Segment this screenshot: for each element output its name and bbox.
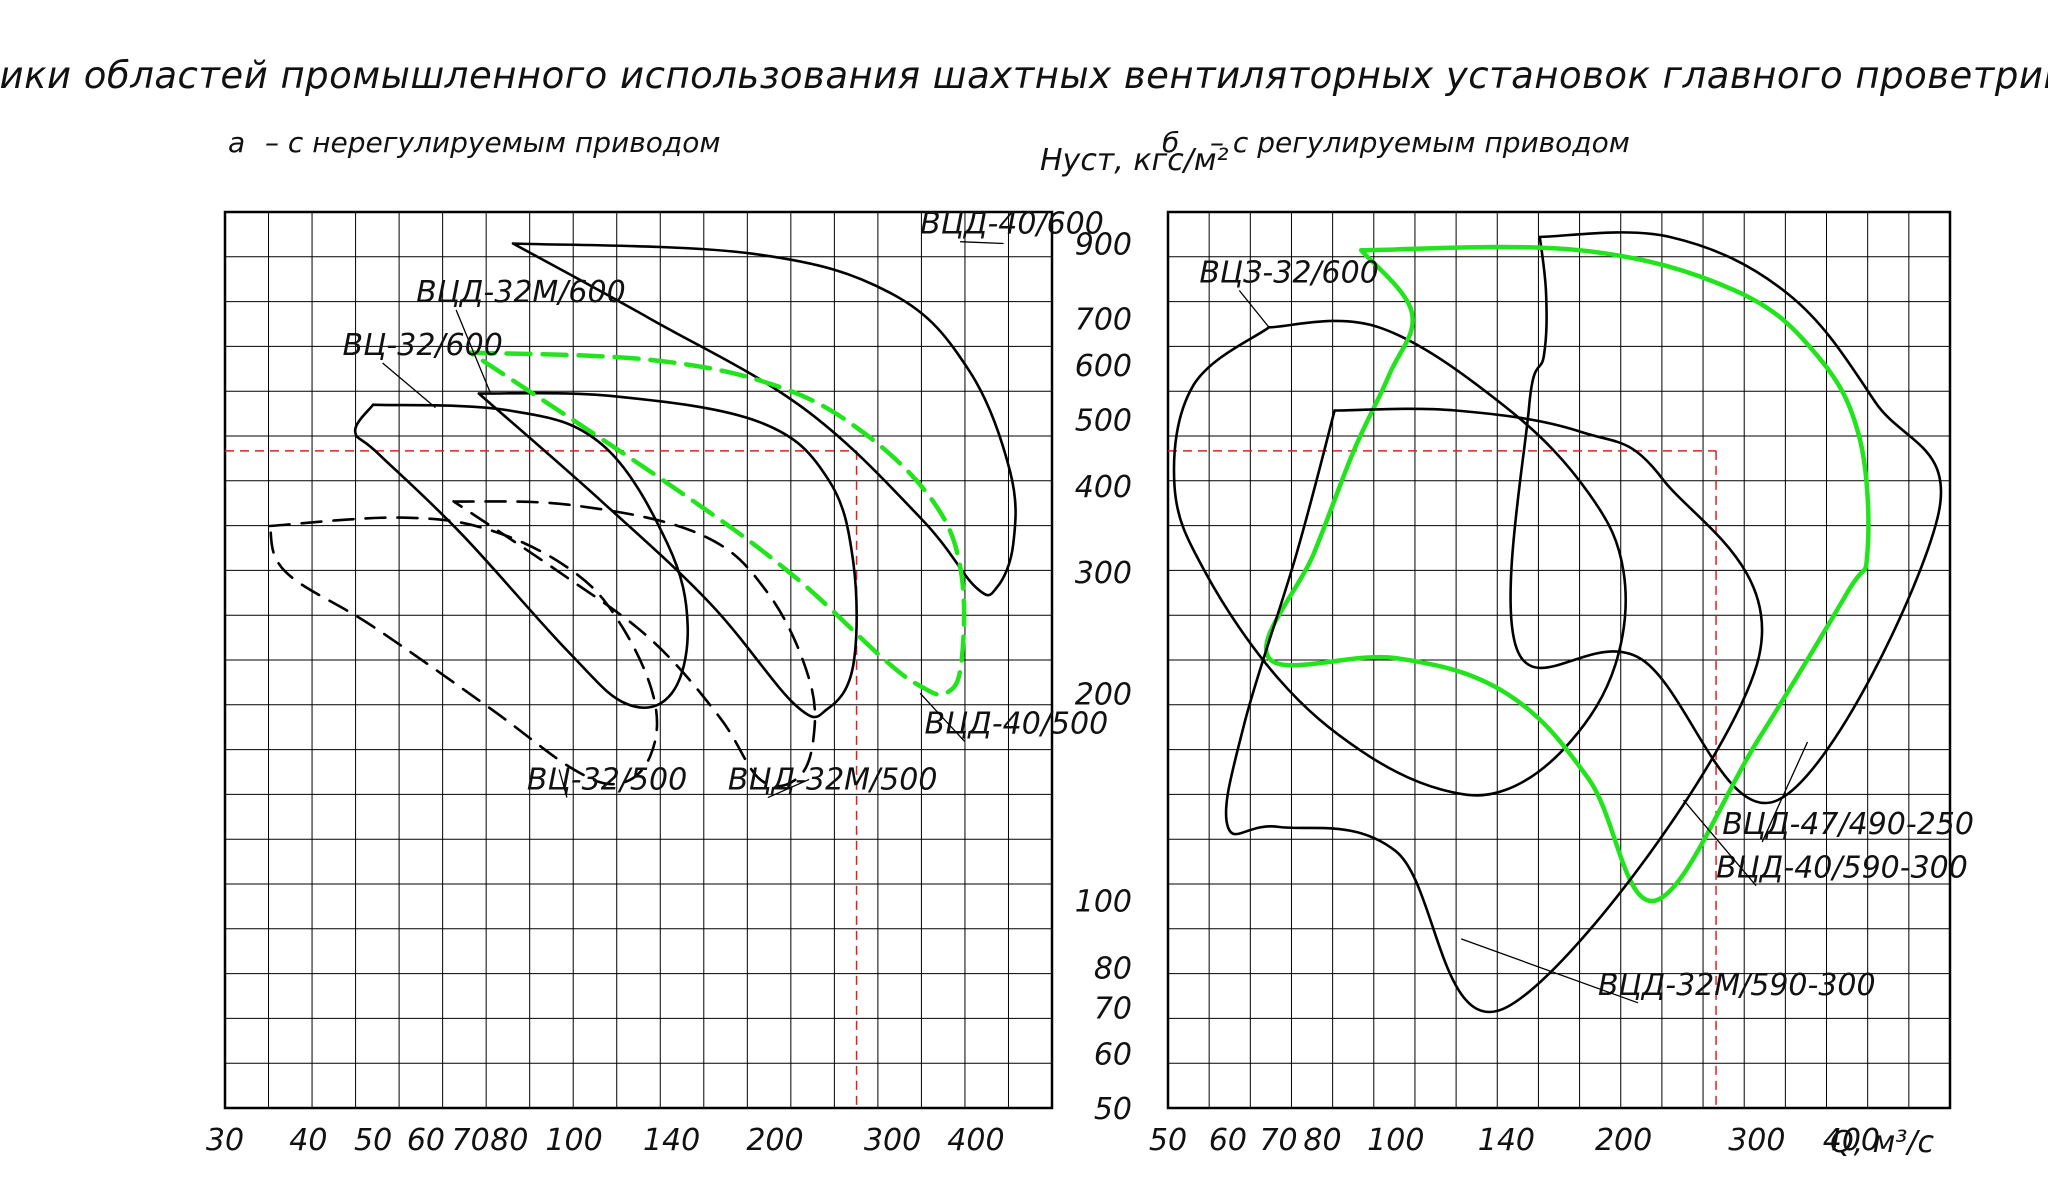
series-vc-32-500: [268, 516, 659, 786]
x-tick-label: 60: [407, 1123, 445, 1158]
leader-line: [455, 309, 492, 394]
series-vcd-40-500: [468, 350, 967, 697]
x-tick-label: 300: [864, 1123, 921, 1158]
panel-a-letter: а: [228, 126, 245, 159]
x-tick-label: 100: [1367, 1123, 1424, 1158]
leader-line: [558, 769, 568, 798]
leader-line: [960, 241, 1004, 245]
panel-b-y-axis-label: Hуст, кгс/м²: [1040, 143, 1229, 178]
y-tick-label: 100: [1075, 885, 1132, 920]
leader-line: [1761, 741, 1809, 843]
series-vcd-40-600: [511, 242, 1017, 597]
panel-b-x-axis-label: Q, м³/с: [1830, 1125, 1934, 1160]
y-tick-label: 900: [1075, 228, 1132, 263]
panel-b-y-tick-labels: 900 700 600 500 400 300 200 100 80 70 60 50: [1075, 228, 1132, 1127]
panel-b-x-tick-labels: 50 60 70 80 100 140 200 300 400: [1149, 1123, 1880, 1158]
y-tick-label: 500: [1075, 403, 1132, 438]
series-label-vcd-40-590-300: ВЦД-40/590-300: [1716, 851, 1968, 886]
x-tick-label: 400: [947, 1123, 1004, 1158]
series-label-vcz-32-600: ВЦЗ-32/600: [1199, 256, 1378, 291]
x-tick-label: 50: [1149, 1123, 1187, 1158]
series-label-vcd-40-600: ВЦД-40/600: [920, 207, 1104, 242]
y-tick-label: 600: [1075, 349, 1132, 384]
series-label-vcd-32m-500: ВЦД-32М/500: [728, 763, 938, 798]
x-tick-label: 140: [643, 1123, 700, 1158]
panel-b-grid: [1166, 210, 1952, 1110]
y-tick-label: 70: [1094, 991, 1132, 1026]
panel-b-subtitle: – с регулируемым приводом: [1210, 126, 1630, 159]
y-tick-label: 400: [1075, 470, 1132, 505]
y-tick-label: 700: [1075, 303, 1132, 338]
series-vcd-40-590-300: [1263, 244, 1871, 903]
x-tick-label: 100: [545, 1123, 602, 1158]
y-tick-label: 200: [1075, 677, 1132, 712]
x-tick-label: 140: [1478, 1123, 1535, 1158]
leader-line: [919, 692, 966, 742]
panel-b-guide-lines: [1168, 450, 1717, 1108]
x-tick-label: 400: [1823, 1123, 1880, 1158]
series-label-vcd-47-490-250: ВЦД-47/490-250: [1722, 807, 1974, 842]
x-tick-label: 30: [206, 1123, 244, 1158]
x-tick-label: 70: [452, 1123, 490, 1158]
panel-a-guide-lines: [225, 450, 858, 1108]
series-label-vcd-40-500: ВЦД-40/500: [925, 706, 1109, 741]
plot-frame: [223, 210, 1054, 1110]
panel-b-series: [1172, 231, 1943, 1014]
x-tick-label: 80: [490, 1123, 528, 1158]
leader-line: [1460, 938, 1639, 1004]
series-vcd-32m-600: [477, 391, 858, 719]
series-vcd-32m-500: [452, 500, 817, 788]
series-label-vc-32-600: ВЦ-32/600: [343, 328, 503, 363]
series-label-vcd-32m-600: ВЦД-32М/600: [416, 275, 626, 310]
leader-line: [382, 362, 436, 409]
panel-a-x-tick-labels: 30 40 50 60 70 80 100 140 200 300 400: [206, 1123, 1005, 1158]
series-vc-32-600: [353, 403, 690, 709]
panel-b: б – с регулируемым приводом ВЦЗ-32/600ВЦ…: [1040, 126, 1974, 1160]
panel-b-curve-labels: ВЦЗ-32/600 ВЦД-47/490-250 ВЦД-40/590-300 ВЦ…: [1199, 256, 1974, 1004]
x-tick-label: 200: [1595, 1123, 1652, 1158]
plot-frame: [1166, 210, 1952, 1110]
y-tick-label: 50: [1094, 1092, 1132, 1127]
y-tick-label: 80: [1094, 951, 1132, 986]
series-label-vcd-32m-590-300: ВЦД-32М/590-300: [1598, 968, 1876, 1003]
x-tick-label: 70: [1259, 1123, 1297, 1158]
chart-title: Графики областей промышленного использов…: [0, 54, 2048, 97]
panel-a-grid: [223, 210, 1054, 1110]
series-vcd-47-490-250: [1509, 231, 1943, 805]
series-label-vc-32-500: ВЦ-32/500: [527, 763, 687, 798]
x-tick-label: 50: [354, 1123, 392, 1158]
series-vcd-32m-590-300: [1224, 407, 1764, 1014]
panel-a-subtitle: – с нерегулируемым приводом: [265, 126, 720, 159]
panel-a-series: [268, 242, 1017, 788]
panel-b-letter: б: [1162, 126, 1179, 159]
panel-a: а – с нерегулируемым приводом ВЦД-40/600…: [206, 126, 1108, 1158]
leader-line: [1238, 290, 1270, 328]
y-tick-label: 60: [1094, 1037, 1132, 1072]
leader-line: [767, 778, 810, 799]
leader-line: [1683, 799, 1757, 887]
x-tick-label: 40: [289, 1123, 327, 1158]
x-tick-label: 300: [1728, 1123, 1785, 1158]
panel-a-curve-labels: ВЦД-40/600 ВЦД-32М/600 ВЦ-32/600 ВЦД-40/500…: [343, 207, 1109, 799]
x-tick-label: 60: [1209, 1123, 1247, 1158]
y-tick-label: 300: [1075, 556, 1132, 591]
x-tick-label: 200: [746, 1123, 803, 1158]
series-vcz-32-600: [1172, 319, 1627, 797]
x-tick-label: 80: [1303, 1123, 1341, 1158]
